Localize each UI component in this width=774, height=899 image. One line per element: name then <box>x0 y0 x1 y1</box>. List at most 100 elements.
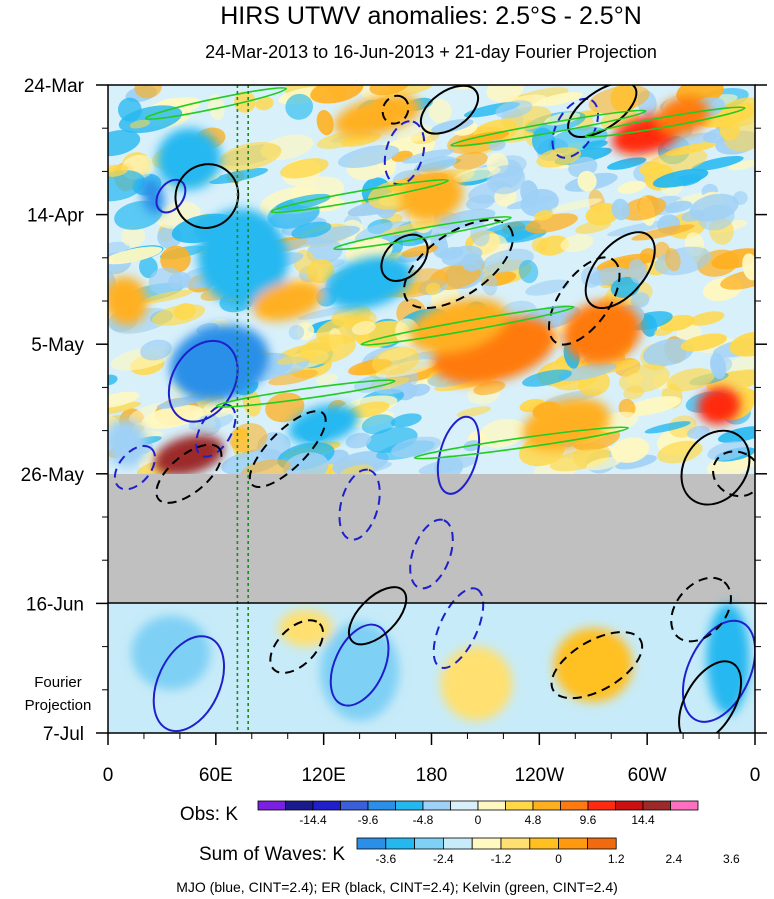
x-tick-label: 0 <box>103 765 114 786</box>
kelvin-contour <box>360 305 575 346</box>
y-tick-label: 16-Jun <box>26 594 84 615</box>
y-tick-label: 14-Apr <box>27 206 85 227</box>
projection-patch <box>278 609 333 647</box>
anomaly-cell <box>129 119 151 129</box>
anomaly-cell <box>456 406 491 418</box>
anomaly-cell <box>486 85 524 102</box>
anomaly-cell <box>630 292 650 308</box>
x-tick-label: 0 <box>750 765 761 786</box>
er-contour <box>155 443 223 504</box>
anomaly-cell <box>461 253 484 272</box>
anomaly-cell <box>586 456 622 471</box>
anomaly-cell <box>455 130 510 147</box>
er-contour <box>248 410 327 489</box>
anomaly-cell <box>452 151 488 170</box>
er-contour <box>584 231 656 310</box>
colorbar-tick-label: 4.8 <box>525 813 542 827</box>
mjo-contour <box>155 178 187 214</box>
anomaly-cell <box>681 209 705 222</box>
er-contour <box>680 429 751 506</box>
anomaly-cell <box>611 437 650 463</box>
anomaly-cell <box>291 221 332 239</box>
colorbar-box <box>285 800 314 811</box>
anomaly-cell <box>525 279 570 296</box>
kelvin-contour <box>413 426 629 460</box>
y-tick-label: 5-May <box>31 335 84 356</box>
colorbar-tick-label: -2.4 <box>433 852 454 866</box>
anomaly-cell <box>316 109 334 136</box>
obs-colorbar: -14.4 -9.6 -4.8 0 4.8 9.6 14.4 <box>257 800 699 827</box>
anomaly-cell <box>607 220 669 237</box>
observation-anomaly-patches <box>108 94 741 476</box>
anomaly-cell <box>577 170 597 192</box>
anomaly-cell <box>611 198 630 221</box>
anomaly-cell <box>631 224 695 241</box>
er-contour <box>567 85 638 138</box>
anomaly-cell <box>117 97 142 122</box>
colorbar-box <box>340 800 369 811</box>
anomaly-cell <box>478 418 527 448</box>
anomaly-cell <box>209 167 269 185</box>
anomaly-cell <box>534 210 554 221</box>
mjo-contour <box>432 587 485 669</box>
anomaly-cell <box>639 248 657 264</box>
colorbar-box <box>385 837 415 850</box>
x-tick-label: 120E <box>301 765 345 786</box>
anomaly-cell <box>717 97 755 127</box>
er-contour <box>402 218 514 310</box>
colorbar-box <box>257 800 286 811</box>
kelvin-contour <box>215 379 396 408</box>
anomaly-cell <box>316 373 339 385</box>
anomaly-cell <box>495 100 533 119</box>
anomaly-cell <box>268 369 318 386</box>
anomaly-cell <box>276 351 319 365</box>
anomaly-cell <box>108 164 129 177</box>
colorbar-tick-label: -9.6 <box>358 813 379 827</box>
anomaly-cell <box>551 198 602 212</box>
colorbar-box <box>505 800 534 811</box>
anomaly-cell <box>729 331 755 357</box>
anomaly-cell <box>628 258 647 284</box>
colorbar-box <box>312 800 341 811</box>
x-tick-label: 180 <box>416 765 448 786</box>
anomaly-patch <box>399 170 464 222</box>
anomaly-cell <box>560 234 594 253</box>
anomaly-cell <box>654 326 674 336</box>
anomaly-cell <box>707 441 750 461</box>
anomaly-cell <box>160 245 191 274</box>
anomaly-cell <box>644 421 691 434</box>
anomaly-cell <box>535 92 583 107</box>
anomaly-cell <box>297 304 360 320</box>
anomaly-cell <box>428 98 452 124</box>
colorbar-tick-label: 1.2 <box>608 852 625 866</box>
anomaly-cell <box>518 259 539 284</box>
anomaly-patch <box>563 300 642 364</box>
colorbar-box <box>615 800 644 811</box>
anomaly-cell <box>390 413 422 428</box>
colorbar-tick-label: 3.6 <box>723 852 740 866</box>
anomaly-cell <box>345 432 372 449</box>
anomaly-cell <box>108 170 146 202</box>
anomaly-cell <box>156 395 206 409</box>
colorbar-tick-label: -4.8 <box>413 813 434 827</box>
anomaly-cell <box>285 93 314 120</box>
anomaly-cell <box>639 161 663 176</box>
colorbar-tick-label: 9.6 <box>580 813 597 827</box>
mjo-contour <box>329 623 390 707</box>
anomaly-cell <box>434 455 463 480</box>
y-axis: 24-Mar 14-Apr 5-May 26-May 16-Jun 7-Jul <box>21 76 767 745</box>
anomaly-cell <box>588 85 650 114</box>
anomaly-cell <box>452 166 501 183</box>
anomaly-cell <box>680 333 727 352</box>
er-contour <box>269 619 325 674</box>
x-axis: 0 60E 120E 180 120W 60W 0 <box>103 733 761 786</box>
footer-legend: MJO (blue, CINT=2.4); ER (black, CINT=2.… <box>176 879 618 895</box>
colorbar-box <box>477 800 506 811</box>
anomaly-cell <box>288 324 305 340</box>
anomaly-cell <box>306 239 343 265</box>
anomaly-cell <box>531 237 548 253</box>
obs-colorbar-label: Obs: K <box>180 804 238 825</box>
anomaly-cell <box>666 368 715 392</box>
anomaly-cell <box>218 142 282 171</box>
colorbar-box <box>450 800 479 811</box>
